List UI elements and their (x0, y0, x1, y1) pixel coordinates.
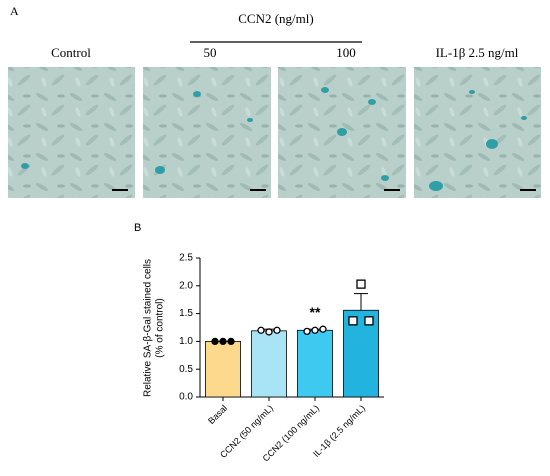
data-point (348, 316, 358, 326)
data-point (211, 337, 219, 346)
data-point (311, 326, 319, 334)
y-tick-label: 1.5 (179, 308, 193, 319)
image-label: 100 (336, 45, 356, 60)
data-point (356, 279, 366, 289)
image-label: 50 (204, 45, 217, 60)
data-point (273, 326, 281, 334)
micrograph (143, 67, 271, 198)
data-point (265, 328, 273, 336)
group-label: CCN2 (ng/ml) (238, 11, 313, 26)
micrograph (414, 67, 541, 198)
data-point (257, 326, 265, 334)
micrographs (8, 67, 541, 198)
data-point (364, 316, 374, 326)
y-tick-label: 2.5 (179, 253, 193, 264)
y-tick-label: 0.0 (179, 392, 193, 403)
y-axis-label: (% of control) (155, 298, 166, 357)
data-point (303, 327, 311, 336)
image-label: Control (51, 45, 91, 60)
stained-cells (21, 87, 527, 191)
panel-label: B (134, 222, 141, 234)
significance: ** (310, 304, 321, 320)
bar (251, 330, 287, 398)
bar (205, 340, 241, 398)
bar (297, 329, 333, 398)
y-tick-label: 2.0 (179, 280, 193, 291)
data-point (219, 337, 227, 346)
image-label: IL-1β 2.5 ng/ml (436, 45, 519, 60)
y-tick-label: 0.5 (179, 364, 193, 375)
x-tick-label: Basal (206, 403, 229, 426)
y-tick-label: 1.0 (179, 336, 193, 347)
data-point (227, 337, 235, 346)
panel-label: A (10, 4, 19, 18)
data-point (319, 325, 327, 333)
y-axis-label: Relative SA-β-Gal stained cells (143, 259, 154, 397)
micrograph (8, 67, 135, 198)
